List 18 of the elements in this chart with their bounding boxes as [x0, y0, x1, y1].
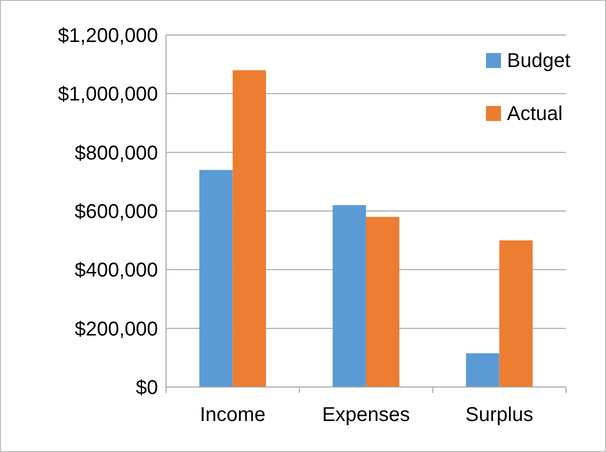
y-tick-label: $0	[136, 377, 158, 399]
bar	[499, 240, 533, 387]
y-tick-label: $400,000	[74, 260, 158, 282]
y-tick-label: $800,000	[74, 142, 158, 164]
x-tick-label: Surplus	[465, 404, 534, 426]
bar	[366, 216, 400, 387]
bar	[199, 170, 233, 387]
y-tick-label: $200,000	[74, 318, 158, 340]
bar	[466, 353, 500, 387]
x-tick-label: Expenses	[322, 404, 410, 426]
legend-label: Budget	[507, 50, 571, 72]
y-tick-label: $1,000,000	[58, 84, 158, 106]
y-tick-label: $1,200,000	[58, 25, 158, 47]
x-tick-label: Income	[200, 404, 266, 426]
legend-label: Actual	[507, 103, 563, 125]
bar	[232, 70, 266, 387]
bar	[332, 205, 366, 387]
y-tick-label: $600,000	[74, 201, 158, 223]
